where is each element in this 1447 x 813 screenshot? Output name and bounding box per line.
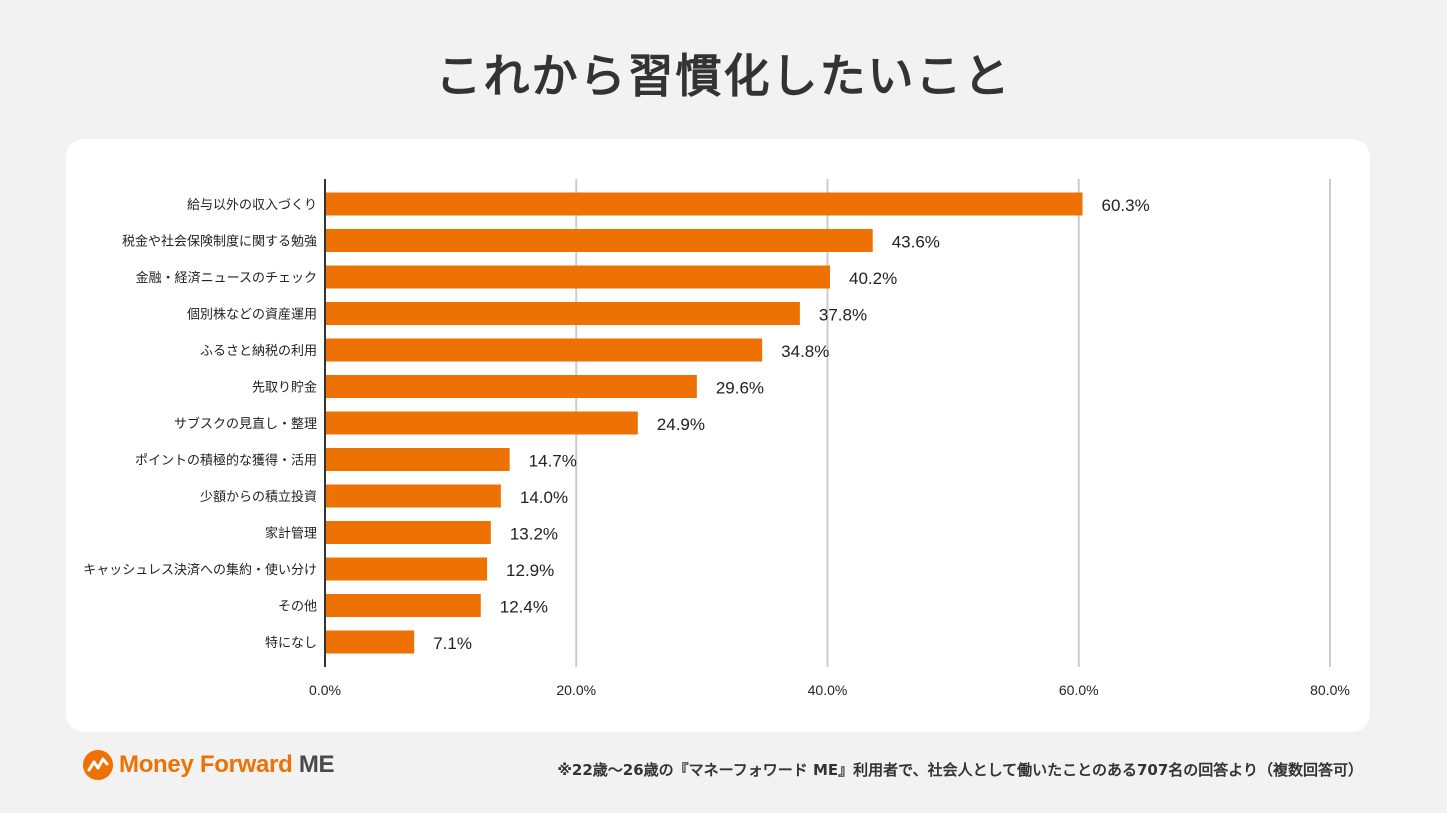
- category-label: キャッシュレス決済への集約・使い分け: [83, 562, 317, 578]
- x-tick-label: 40.0%: [808, 682, 848, 698]
- category-label: 税金や社会保険制度に関する勉強: [122, 234, 317, 250]
- category-label: 給与以外の収入づくり: [187, 198, 317, 213]
- data-label: 60.3%: [1102, 196, 1150, 215]
- bar-chart: 給与以外の収入づくり 60.3% 税金や社会保険制度に関する勉強 43.6% 金融・経済…: [83, 179, 1350, 698]
- bar: [326, 630, 415, 654]
- bar: [326, 192, 1083, 216]
- bar: [326, 265, 831, 289]
- data-label: 12.4%: [500, 598, 548, 617]
- data-label: 37.8%: [819, 306, 867, 325]
- x-tick-label: 0.0%: [309, 682, 341, 698]
- bar: [326, 557, 488, 581]
- data-label: 24.9%: [657, 415, 705, 434]
- data-label: 14.7%: [529, 452, 577, 471]
- bar: [326, 448, 510, 471]
- x-tick-label: 20.0%: [556, 682, 596, 698]
- data-label: 12.9%: [506, 561, 554, 580]
- survey-footnote: ※22歳〜26歳の『マネーフォワード ME』利用者で、社会人として働いたことのあ…: [557, 761, 1363, 779]
- category-label: 特になし: [265, 636, 317, 651]
- category-label: 家計管理: [265, 526, 317, 542]
- bar: [326, 411, 638, 435]
- category-label: 先取り貯金: [252, 380, 317, 396]
- category-label: その他: [278, 600, 317, 615]
- logo-suffix: ME: [298, 751, 335, 778]
- category-label: ポイントの積極的な獲得・活用: [135, 453, 317, 469]
- money-forward-logo: Money Forward ME: [83, 750, 335, 780]
- data-label: 14.0%: [520, 488, 568, 507]
- category-label: ふるさと納税の利用: [200, 344, 317, 359]
- category-label: 個別株などの資産運用: [187, 307, 317, 323]
- data-label: 13.2%: [510, 525, 558, 544]
- data-label: 40.2%: [849, 269, 897, 288]
- category-label: サブスクの見直し・整理: [174, 416, 317, 432]
- category-label: 金融・経済ニュースのチェック: [136, 270, 317, 286]
- money-forward-logo-text: Money Forward ME: [119, 751, 335, 779]
- x-tick-label: 60.0%: [1059, 682, 1099, 698]
- x-tick-label: 80.0%: [1310, 682, 1350, 698]
- data-label: 43.6%: [892, 233, 940, 252]
- bar: [326, 375, 697, 398]
- bar: [326, 594, 481, 617]
- page-title: これから習慣化したいこと: [435, 49, 1012, 103]
- bar: [326, 338, 763, 362]
- money-forward-logo-icon: [83, 750, 113, 780]
- logo-brand: Money Forward: [119, 751, 293, 778]
- data-label: 7.1%: [433, 634, 472, 653]
- bar: [326, 521, 491, 544]
- chart-card: 給与以外の収入づくり 60.3% 税金や社会保険制度に関する勉強 43.6% 金融・経済…: [66, 139, 1370, 732]
- data-label: 34.8%: [781, 342, 829, 361]
- data-label: 29.6%: [716, 379, 764, 398]
- category-label: 少額からの積立投資: [200, 489, 317, 505]
- bar: [326, 484, 501, 508]
- bar: [326, 229, 873, 252]
- bar: [326, 302, 800, 325]
